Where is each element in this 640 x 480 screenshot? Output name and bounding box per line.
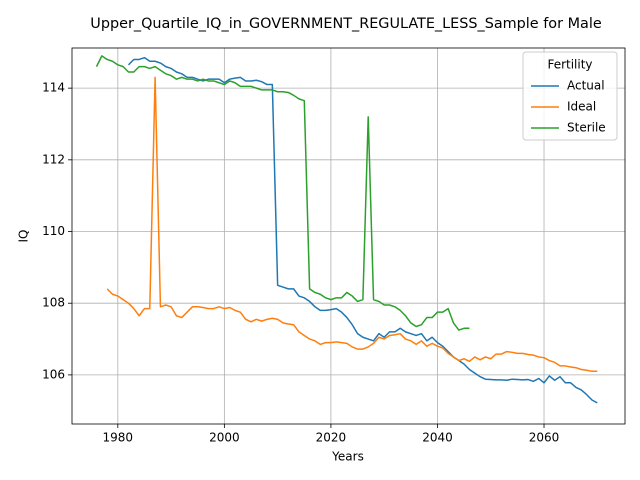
legend-label: Sterile: [567, 121, 606, 135]
legend-title: Fertility: [547, 58, 592, 72]
y-tick-label: 114: [42, 81, 65, 95]
y-tick-label: 108: [42, 296, 65, 310]
legend-label: Actual: [567, 79, 605, 93]
chart-title: Upper_Quartile_IQ_in_GOVERNMENT_REGULATE…: [90, 16, 602, 32]
x-tick-label: 2020: [316, 431, 347, 445]
y-tick-label: 106: [42, 367, 65, 381]
x-tick-label: 2040: [422, 431, 453, 445]
x-tick-label: 2000: [209, 431, 240, 445]
y-axis-label: IQ: [17, 230, 31, 243]
y-tick-label: 112: [42, 152, 65, 166]
x-axis-label: Years: [331, 450, 364, 464]
y-tick-label: 110: [42, 224, 65, 238]
series-line: [106, 76, 598, 373]
plot-frame: [71, 47, 626, 425]
series-line: [95, 55, 470, 331]
legend-box: [522, 51, 618, 141]
legend-label: Ideal: [567, 100, 596, 114]
x-tick-label: 2060: [529, 431, 560, 445]
x-tick-label: 1980: [103, 431, 134, 445]
